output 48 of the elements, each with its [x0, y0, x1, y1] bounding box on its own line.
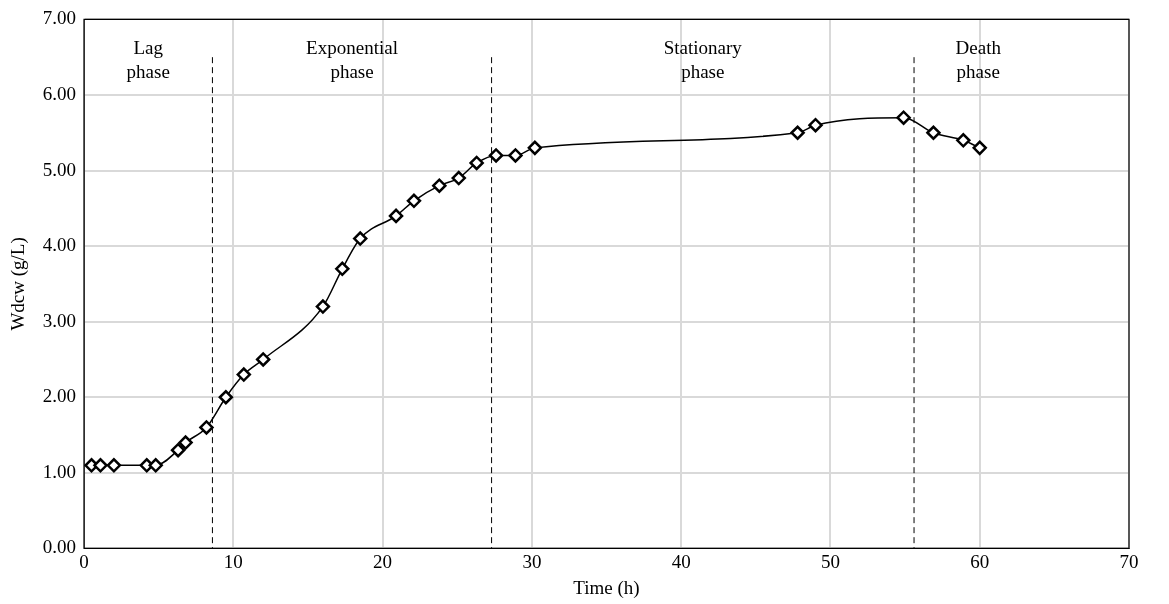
annotation: Lag phase	[126, 37, 170, 83]
y-tick-label: 2.00	[42, 385, 77, 407]
point	[352, 231, 368, 246]
x-tick-label: 70	[1119, 550, 1139, 572]
point	[218, 390, 234, 405]
point	[106, 458, 122, 473]
point	[406, 193, 422, 209]
point	[508, 148, 523, 163]
y-tick-label: 6.00	[42, 82, 77, 104]
y-axis-title: Wdcw (g/L)	[7, 237, 30, 331]
point	[926, 125, 941, 141]
annotation: Stationary phase	[663, 37, 743, 83]
x-tick-label: 50	[820, 550, 840, 572]
point	[896, 110, 911, 125]
point	[790, 125, 805, 141]
point	[956, 133, 971, 148]
y-tick-label: 1.00	[42, 460, 77, 482]
point	[93, 458, 108, 473]
point	[432, 178, 447, 193]
point	[255, 352, 271, 367]
annotation: Exponential phase	[306, 37, 398, 83]
point	[972, 140, 987, 156]
annotation: Death phase	[955, 37, 1002, 83]
point	[451, 170, 466, 186]
x-tick-label: 40	[671, 550, 691, 572]
y-tick-label: 5.00	[42, 158, 77, 180]
y-tick-label: 4.00	[42, 234, 77, 256]
point	[148, 458, 163, 473]
x-tick-label: 10	[223, 550, 243, 572]
x-axis-title: Time (h)	[573, 576, 640, 599]
point	[236, 367, 252, 382]
point	[170, 442, 186, 458]
point	[335, 261, 350, 277]
point	[488, 148, 504, 163]
x-tick-label: 20	[373, 550, 393, 572]
point	[808, 117, 823, 133]
point	[315, 299, 331, 314]
x-tick-label: 30	[522, 550, 542, 572]
y-tick-label: 0.00	[42, 536, 77, 558]
y-tick-label: 3.00	[42, 309, 77, 331]
point	[178, 435, 193, 450]
y-tick-label: 7.00	[42, 7, 77, 29]
point	[199, 420, 214, 435]
point	[469, 155, 484, 171]
point	[527, 140, 543, 156]
point	[388, 208, 404, 224]
x-tick-label: 60	[970, 550, 990, 572]
x-tick-label: 0	[79, 550, 89, 572]
